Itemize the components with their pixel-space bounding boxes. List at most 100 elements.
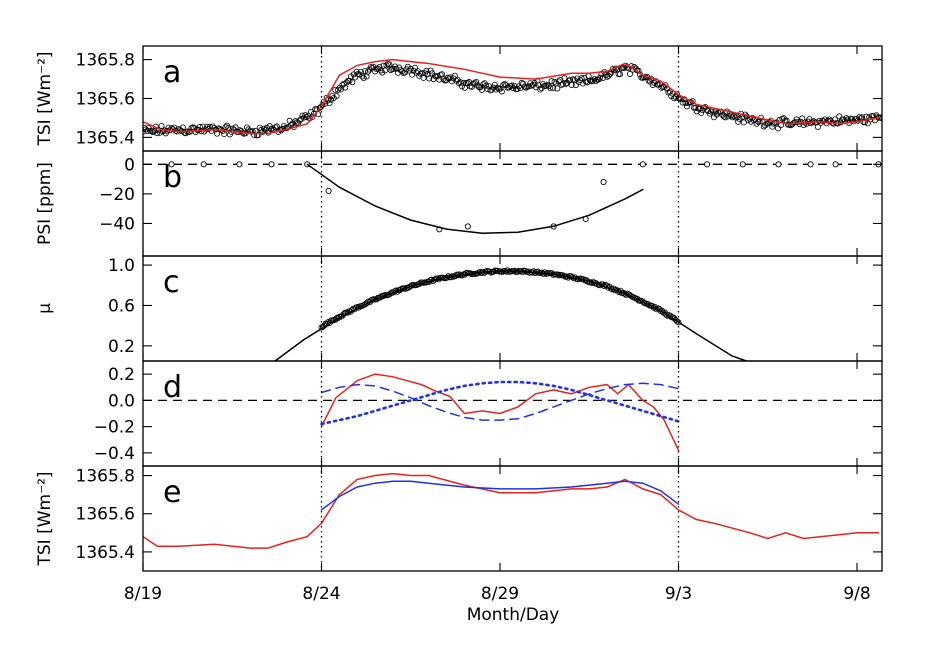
data-point bbox=[840, 116, 847, 123]
y-tick-label: 0.0 bbox=[108, 391, 135, 411]
data-point bbox=[468, 83, 475, 90]
data-point bbox=[483, 82, 490, 89]
data-point bbox=[663, 311, 670, 318]
data-point bbox=[807, 161, 814, 168]
data-point bbox=[730, 113, 737, 120]
y-tick-label: 1365.8 bbox=[76, 51, 135, 71]
data-point bbox=[530, 268, 537, 275]
y-tick-label: 1365.4 bbox=[76, 543, 135, 563]
data-point bbox=[319, 101, 326, 108]
panel-frame bbox=[142, 465, 883, 572]
data-point bbox=[369, 64, 376, 71]
data-point bbox=[735, 118, 742, 125]
data-point bbox=[484, 86, 491, 93]
panel-data-e bbox=[143, 472, 880, 549]
data-point bbox=[196, 124, 203, 131]
data-point bbox=[662, 82, 669, 89]
panel-b: −40 −20 0 b PSI [ppm] bbox=[35, 150, 883, 257]
data-point bbox=[554, 85, 561, 92]
data-point bbox=[480, 81, 487, 88]
y-tick-label: 0.2 bbox=[108, 365, 135, 385]
data-point bbox=[255, 132, 262, 139]
data-point bbox=[154, 130, 161, 137]
data-point bbox=[362, 67, 369, 74]
data-point bbox=[748, 118, 755, 125]
data-point bbox=[171, 124, 178, 131]
data-point bbox=[692, 104, 699, 111]
panel-d: −0.4 −0.2 0.0 0.2 d bbox=[94, 360, 883, 467]
panel-data-b bbox=[143, 161, 882, 234]
series-line-2 bbox=[320, 382, 680, 421]
data-point bbox=[879, 115, 882, 122]
data-point bbox=[671, 95, 678, 102]
data-point bbox=[343, 79, 350, 86]
data-point bbox=[359, 73, 366, 80]
data-point bbox=[600, 179, 607, 186]
y-tick-label: 1365.6 bbox=[76, 505, 135, 525]
data-point bbox=[222, 124, 229, 131]
data-point bbox=[525, 83, 532, 90]
data-point bbox=[333, 93, 340, 100]
data-point bbox=[863, 113, 870, 120]
x-axis: Month/Day 8/19 8/24 8/29 9/3 9/8 bbox=[124, 584, 871, 625]
series-line-1 bbox=[143, 58, 880, 135]
data-point bbox=[547, 84, 554, 91]
data-point bbox=[639, 161, 646, 168]
x-tick-label: 8/24 bbox=[302, 584, 340, 604]
data-point bbox=[595, 76, 602, 83]
panel-c: 0.2 0.6 1.0 c μ bbox=[35, 255, 883, 362]
data-point bbox=[520, 80, 527, 87]
data-point bbox=[560, 81, 567, 88]
panel-a: 1365.4 1365.6 1365.8 a TSI [Wm⁻²] bbox=[35, 45, 883, 152]
y-tick-label: 1365.8 bbox=[76, 467, 135, 487]
series-line-1 bbox=[143, 472, 880, 549]
data-point bbox=[679, 99, 686, 106]
data-point bbox=[602, 72, 609, 79]
x-tick-label: 9/8 bbox=[843, 584, 870, 604]
y-tick-label: 1.0 bbox=[108, 256, 135, 276]
data-point bbox=[799, 115, 806, 122]
data-point bbox=[739, 161, 746, 168]
data-point bbox=[367, 63, 374, 70]
data-point bbox=[775, 125, 782, 132]
y-tick-label: −0.2 bbox=[94, 418, 135, 438]
data-point bbox=[296, 117, 303, 124]
data-point bbox=[683, 103, 690, 110]
data-point bbox=[236, 161, 243, 168]
data-point bbox=[144, 127, 151, 134]
chart-panels: 1365.4 1365.6 1365.8 a TSI [Wm⁻²] −40 −20 0 b PSI… bbox=[35, 45, 883, 572]
data-point bbox=[478, 86, 485, 93]
panel-frame bbox=[142, 360, 883, 467]
data-point bbox=[732, 114, 739, 121]
data-point bbox=[537, 86, 544, 93]
y-axis-label: TSI [Wm⁻²] bbox=[35, 471, 55, 566]
panel-letter: a bbox=[163, 55, 181, 90]
data-point bbox=[349, 79, 356, 86]
y-tick-label: 0 bbox=[124, 155, 135, 175]
y-axis-label: TSI [Wm⁻²] bbox=[35, 51, 55, 146]
data-point bbox=[541, 269, 548, 276]
y-tick-label: −20 bbox=[99, 185, 135, 205]
panel-data-d bbox=[143, 373, 882, 452]
data-point bbox=[225, 124, 232, 131]
data-point bbox=[558, 81, 565, 88]
series-line-2 bbox=[320, 480, 680, 511]
data-point bbox=[597, 74, 604, 81]
data-point bbox=[214, 130, 221, 137]
panel-letter: c bbox=[163, 265, 180, 300]
data-point bbox=[607, 71, 614, 78]
data-point bbox=[499, 269, 506, 276]
data-point bbox=[722, 114, 729, 121]
data-point bbox=[682, 100, 689, 107]
data-point bbox=[431, 72, 438, 79]
data-point bbox=[329, 92, 336, 99]
data-point bbox=[457, 79, 464, 86]
series-line-1 bbox=[306, 163, 644, 234]
data-point bbox=[149, 129, 156, 136]
data-point bbox=[498, 88, 505, 95]
data-point bbox=[568, 81, 575, 88]
data-point bbox=[574, 75, 581, 82]
data-point bbox=[704, 161, 711, 168]
data-point bbox=[221, 131, 228, 138]
x-tick-label: 9/3 bbox=[665, 584, 692, 604]
